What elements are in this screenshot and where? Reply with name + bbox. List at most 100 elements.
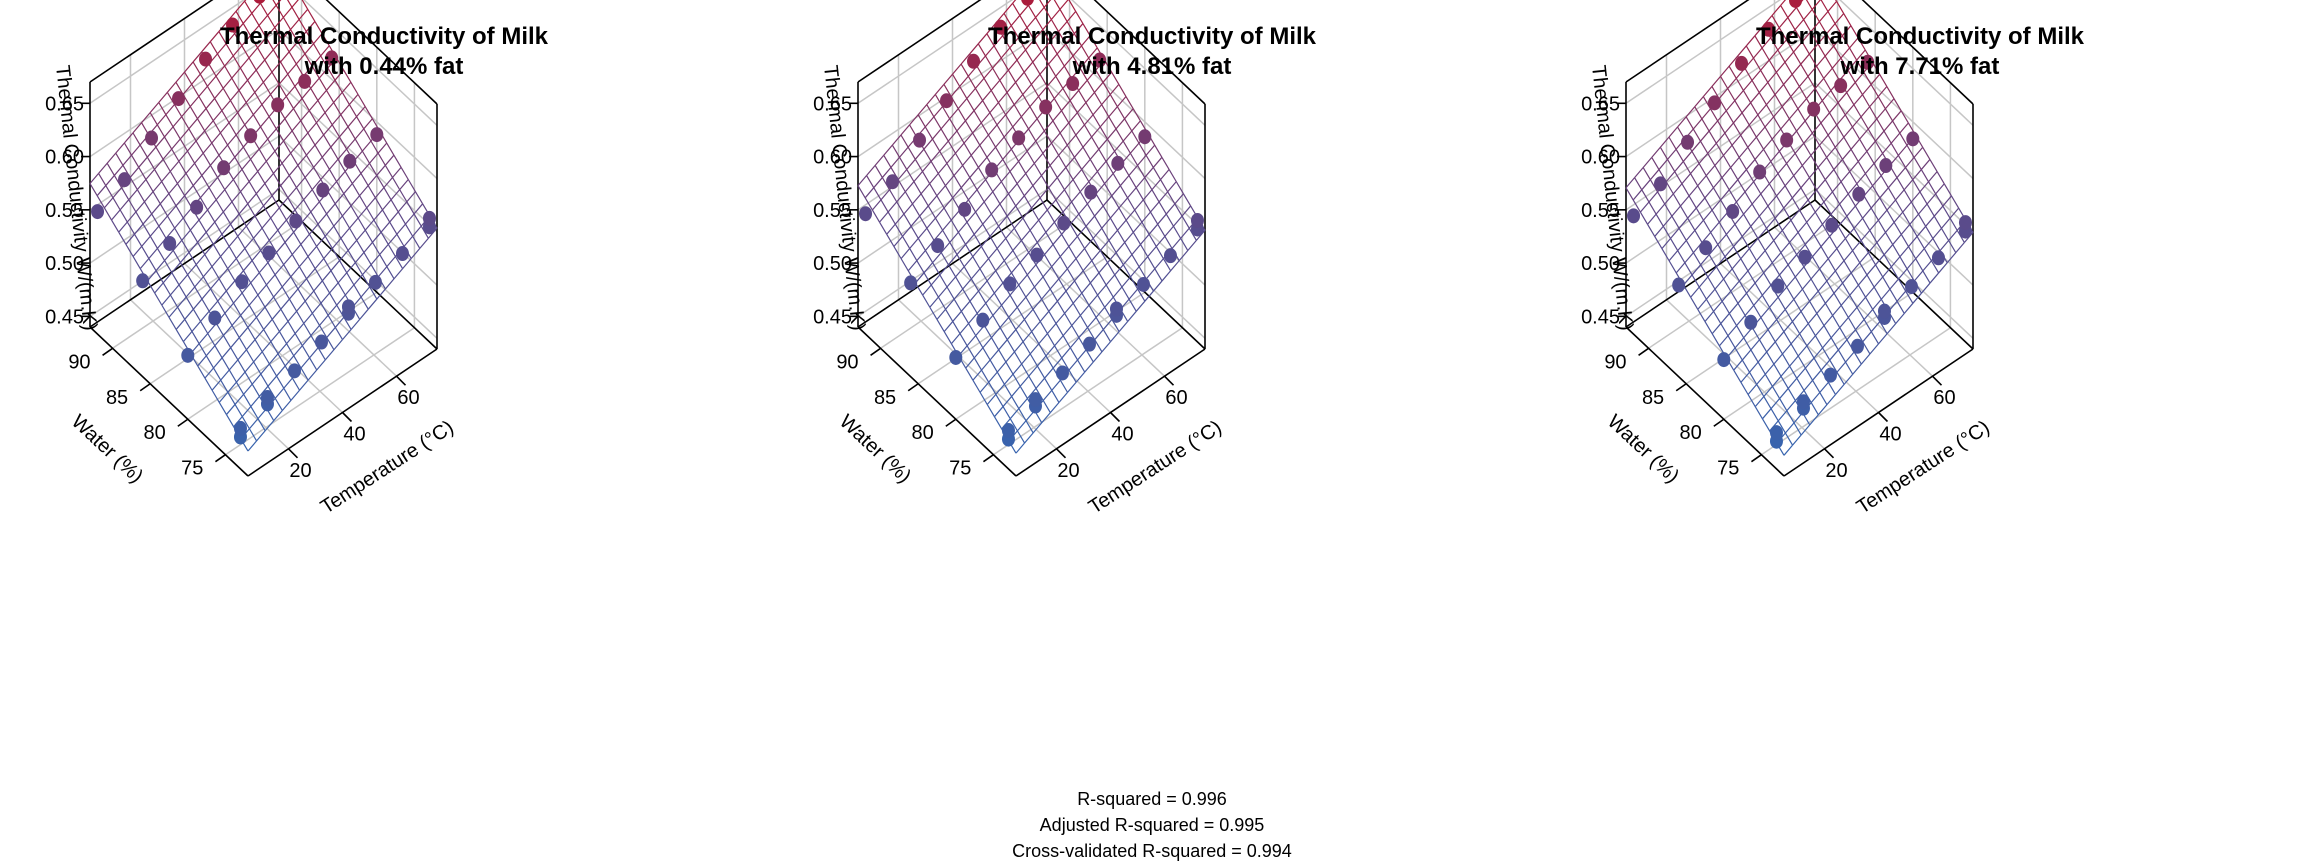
mesh-line xyxy=(1046,75,1057,87)
mesh-line xyxy=(985,179,994,193)
mesh-line xyxy=(1015,319,1025,330)
mesh-line xyxy=(1824,303,1834,316)
mesh-line xyxy=(1679,205,1689,219)
mesh-line xyxy=(1877,96,1886,110)
mesh-line xyxy=(1131,130,1140,144)
data-point xyxy=(226,17,240,33)
mesh-line xyxy=(376,175,385,188)
mesh-line xyxy=(1127,187,1137,199)
mesh-line xyxy=(1017,37,1027,51)
mesh-line xyxy=(1142,189,1153,201)
mesh-line xyxy=(1804,357,1815,369)
z-tick-label: 0.65 xyxy=(813,93,852,115)
mesh-line xyxy=(957,231,967,245)
mesh-line xyxy=(290,29,299,42)
mesh-line xyxy=(917,227,928,239)
mesh-line xyxy=(412,235,421,249)
mesh-line xyxy=(1698,152,1709,164)
mesh-line xyxy=(950,209,961,221)
mesh-line xyxy=(1016,183,1025,197)
mesh-line xyxy=(1746,282,1756,294)
mesh-line xyxy=(300,120,309,134)
mesh-line xyxy=(1893,211,1904,223)
mesh-line xyxy=(922,294,931,308)
mesh-line xyxy=(879,221,888,235)
mesh-line xyxy=(217,177,226,190)
mesh-line xyxy=(960,311,970,324)
mesh-line xyxy=(1806,211,1816,223)
mesh-line xyxy=(1069,337,1080,349)
mesh-line xyxy=(999,327,1008,340)
mesh-line xyxy=(290,266,300,278)
mesh-line xyxy=(944,185,954,199)
mesh-line xyxy=(1796,377,1805,391)
mesh-line xyxy=(1787,264,1796,278)
mesh-line xyxy=(985,302,994,316)
mesh-line xyxy=(156,124,166,138)
mesh-line xyxy=(211,379,222,391)
mesh-line xyxy=(340,104,350,116)
mesh-line xyxy=(1774,217,1783,231)
mesh-line xyxy=(926,217,936,229)
mesh-line xyxy=(1730,157,1740,168)
mesh-line xyxy=(224,55,234,67)
mesh-line xyxy=(1810,21,1820,33)
mesh-line xyxy=(1831,57,1842,69)
mesh-line xyxy=(1820,112,1830,124)
mesh-line xyxy=(169,160,180,172)
mesh-line xyxy=(1015,82,1024,95)
mesh-line xyxy=(205,231,214,245)
mesh-line xyxy=(1780,5,1789,18)
mesh-line xyxy=(1062,335,1071,349)
mesh-line xyxy=(1095,69,1104,83)
mesh-line xyxy=(1783,207,1792,221)
mesh-line xyxy=(1155,235,1166,247)
data-point xyxy=(1028,392,1042,408)
mesh-line xyxy=(1748,114,1759,126)
mesh-line xyxy=(215,323,225,336)
mesh-line xyxy=(1662,215,1673,227)
mesh-line xyxy=(1895,189,1905,201)
mesh-line xyxy=(973,100,984,112)
mesh-line xyxy=(923,272,932,286)
mesh-line xyxy=(1741,359,1751,373)
mesh-line xyxy=(237,349,247,361)
mesh-line xyxy=(1025,162,1035,174)
mesh-line xyxy=(1849,171,1858,185)
mesh-line xyxy=(1647,223,1656,237)
mesh-line xyxy=(188,118,198,130)
mesh-line xyxy=(1757,104,1767,116)
mesh-line xyxy=(972,122,982,134)
mesh-line xyxy=(945,298,955,310)
mesh-line xyxy=(1847,59,1858,71)
mesh-line xyxy=(338,136,348,150)
mesh-line xyxy=(1920,282,1931,294)
mesh-line xyxy=(333,102,342,115)
mesh-line xyxy=(181,229,191,241)
mesh-line xyxy=(980,235,991,247)
mesh-line xyxy=(306,268,316,280)
mesh-line xyxy=(175,71,185,83)
mesh-line xyxy=(1010,25,1019,39)
mesh-line xyxy=(1085,102,1094,116)
z-tick-label: 0.55 xyxy=(813,200,852,222)
mesh-line xyxy=(1015,71,1025,83)
mesh-line xyxy=(142,223,151,237)
mesh-line xyxy=(241,158,252,170)
mesh-line xyxy=(1920,169,1930,183)
mesh-line xyxy=(910,215,921,227)
mesh-line xyxy=(235,258,245,271)
mesh-line xyxy=(350,81,359,95)
mesh-line xyxy=(963,132,974,144)
data-point xyxy=(1111,155,1125,171)
mesh-line xyxy=(1771,262,1781,276)
mesh-line xyxy=(1025,420,1034,434)
mesh-line xyxy=(162,272,173,284)
mesh-line xyxy=(1036,355,1047,367)
mesh-line xyxy=(197,242,206,255)
mesh-line xyxy=(996,237,1007,249)
mesh-line xyxy=(989,349,1000,361)
mesh-line xyxy=(1108,106,1118,118)
mesh-line xyxy=(953,165,964,176)
mesh-line xyxy=(1010,272,1020,286)
